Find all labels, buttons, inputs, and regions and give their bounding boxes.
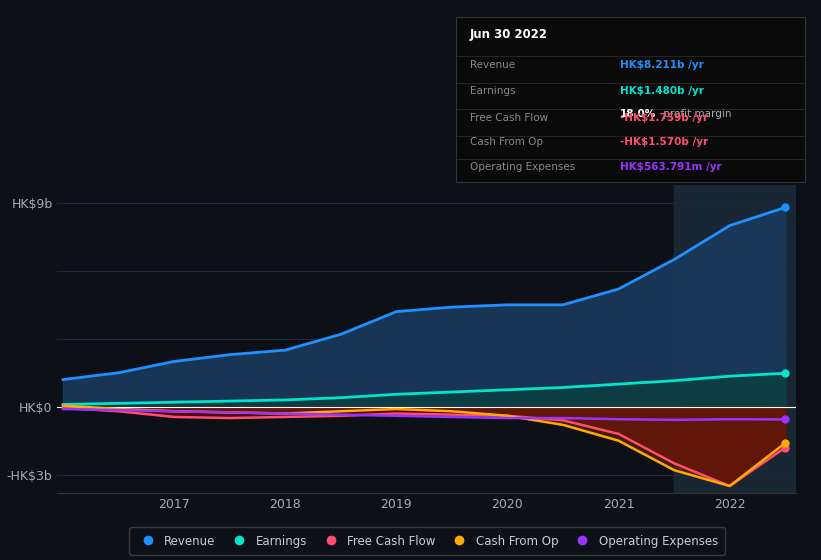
Text: Jun 30 2022: Jun 30 2022 bbox=[470, 29, 548, 41]
Text: Cash From Op: Cash From Op bbox=[470, 137, 543, 147]
Text: -HK$1.570b /yr: -HK$1.570b /yr bbox=[620, 137, 708, 147]
Bar bbox=[674, 185, 796, 493]
Text: HK$563.791m /yr: HK$563.791m /yr bbox=[620, 162, 722, 172]
Text: HK$8.211b /yr: HK$8.211b /yr bbox=[620, 60, 704, 69]
Text: profit margin: profit margin bbox=[660, 109, 732, 119]
Text: Earnings: Earnings bbox=[470, 86, 515, 96]
Text: -HK$1.759b /yr: -HK$1.759b /yr bbox=[620, 113, 708, 123]
Text: HK$1.480b /yr: HK$1.480b /yr bbox=[620, 86, 704, 96]
Text: 18.0%: 18.0% bbox=[620, 109, 656, 119]
Text: Operating Expenses: Operating Expenses bbox=[470, 162, 575, 172]
Legend: Revenue, Earnings, Free Cash Flow, Cash From Op, Operating Expenses: Revenue, Earnings, Free Cash Flow, Cash … bbox=[129, 528, 725, 554]
Text: Revenue: Revenue bbox=[470, 60, 515, 69]
Text: Free Cash Flow: Free Cash Flow bbox=[470, 113, 548, 123]
